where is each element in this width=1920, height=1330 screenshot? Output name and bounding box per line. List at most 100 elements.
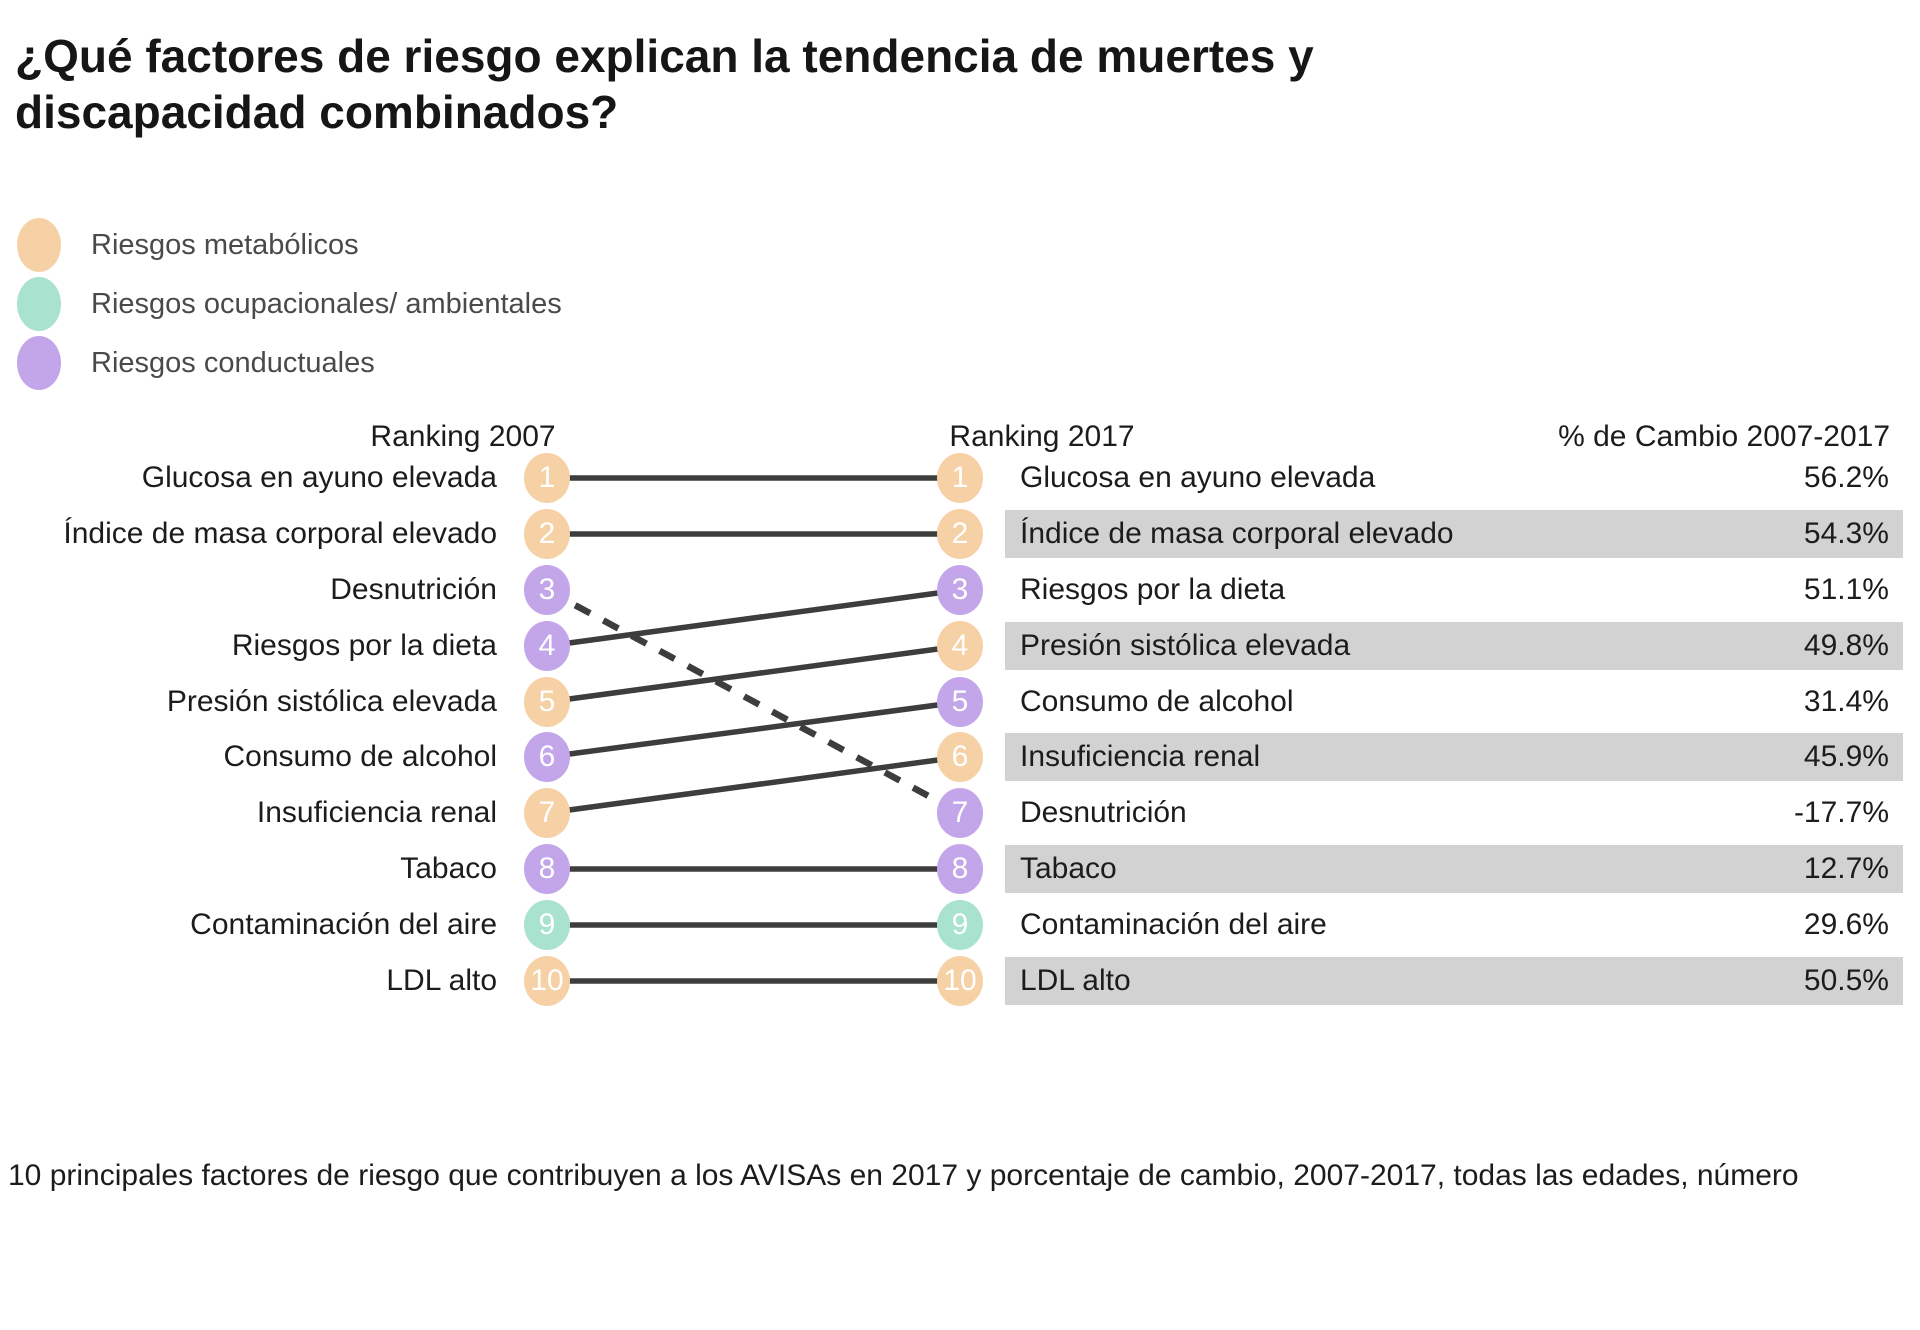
rank-number: 1: [538, 461, 556, 494]
rank-badge-2017-9: 9: [937, 900, 983, 950]
label-2007-rank7: Insuficiencia renal: [256, 796, 497, 829]
rank-badge-2007-2: 2: [524, 509, 570, 559]
behavioral-risk-dot-icon: [17, 336, 61, 390]
link-6-to-5: [546, 699, 961, 760]
risk-factor-label: Índice de masa corporal elevado: [1020, 517, 1454, 550]
change-percent: 54.3%: [1803, 517, 1889, 550]
rank-badge-2017-1: 1: [937, 453, 983, 503]
change-percent: 12.7%: [1803, 852, 1889, 885]
rank-badge-2007-9: 9: [524, 900, 570, 950]
rank-number: 4: [538, 629, 556, 662]
rank-number: 6: [951, 740, 969, 773]
rank-number: 2: [538, 517, 556, 550]
rank-number: 6: [538, 740, 556, 773]
environmental-risk-dot-icon: [17, 277, 61, 331]
risk-factor-label: LDL alto: [1020, 964, 1131, 997]
risk-factor-label: Insuficiencia renal: [1020, 740, 1261, 773]
rank-badge-2007-8: 8: [524, 844, 570, 894]
link-3-to-7-dashed: [545, 587, 962, 816]
risk-factor-label: Contaminación del aire: [1020, 908, 1327, 941]
legend: Riesgos metabólicos Riesgos ocupacionale…: [17, 218, 562, 395]
row-2017-rank9: Contaminación del aire 29.6%: [1005, 901, 1903, 949]
rank-badge-2017-4: 4: [937, 621, 983, 671]
change-percent: 51.1%: [1803, 573, 1889, 606]
risk-factor-label: Riesgos por la dieta: [1020, 573, 1286, 606]
rank-number: 9: [538, 908, 556, 941]
row-2017-rank7: Desnutrición -17.7%: [1005, 789, 1903, 837]
rank-badge-2017-6: 6: [937, 732, 983, 782]
rank-badge-2017-5: 5: [937, 677, 983, 727]
link-7-to-6: [546, 754, 961, 816]
column-header-ranking-2017: Ranking 2017: [949, 420, 1135, 453]
row-2017-rank5: Consumo de alcohol 31.4%: [1005, 678, 1903, 726]
rank-badge-2007-5: 5: [524, 677, 570, 727]
label-2007-rank10: LDL alto: [386, 964, 497, 997]
risk-factor-label: Consumo de alcohol: [1020, 685, 1294, 718]
rank-number: 8: [538, 852, 556, 885]
rank-number: 2: [951, 517, 969, 550]
rank-number: 8: [951, 852, 969, 885]
row-2017-rank4: Presión sistólica elevada 49.8%: [1005, 622, 1903, 670]
risk-factor-label: Presión sistólica elevada: [1020, 629, 1351, 662]
legend-item-metabolic: Riesgos metabólicos: [17, 218, 562, 272]
column-header-ranking-2007: Ranking 2007: [370, 420, 556, 453]
change-percent: 31.4%: [1803, 685, 1889, 718]
row-2017-rank10: LDL alto 50.5%: [1005, 957, 1903, 1005]
metabolic-risk-dot-icon: [17, 218, 61, 272]
row-2017-rank6: Insuficiencia renal 45.9%: [1005, 733, 1903, 781]
rank-number: 5: [951, 685, 969, 718]
risk-factor-label: Tabaco: [1020, 852, 1117, 885]
risk-factor-label: Desnutrición: [1020, 796, 1187, 829]
rank-number: 3: [538, 573, 556, 606]
rank-number: 1: [951, 461, 969, 494]
rank-number: 4: [951, 629, 969, 662]
rank-badge-2017-7: 7: [937, 788, 983, 838]
rank-number: 10: [530, 964, 564, 997]
rank-badge-2017-8: 8: [937, 844, 983, 894]
row-2017-rank1: Glucosa en ayuno elevada 56.2%: [1005, 454, 1903, 502]
rank-number: 3: [951, 573, 969, 606]
rank-number: 10: [943, 964, 977, 997]
rank-badge-2007-3: 3: [524, 565, 570, 615]
column-header-percent-change: % de Cambio 2007-2017: [1558, 420, 1890, 453]
legend-item-behavioral: Riesgos conductuales: [17, 336, 562, 390]
page-title: ¿Qué factores de riesgo explican la tend…: [15, 30, 1314, 139]
change-percent: 56.2%: [1803, 461, 1889, 494]
label-2007-rank2: Índice de masa corporal elevado: [63, 517, 497, 550]
rank-badge-2007-1: 1: [524, 453, 570, 503]
rank-badge-2017-3: 3: [937, 565, 983, 615]
label-2007-rank9: Contaminación del aire: [190, 908, 497, 941]
rank-number: 5: [538, 685, 556, 718]
risk-factor-label: Glucosa en ayuno elevada: [1020, 461, 1376, 494]
label-2007-rank8: Tabaco: [400, 852, 497, 885]
rank-number: 9: [951, 908, 969, 941]
label-2007-rank1: Glucosa en ayuno elevada: [141, 461, 497, 494]
change-percent: 29.6%: [1803, 908, 1889, 941]
rank-badge-2007-6: 6: [524, 732, 570, 782]
rank-number: 7: [951, 796, 969, 829]
row-2017-rank8: Tabaco 12.7%: [1005, 845, 1903, 893]
rank-number: 7: [538, 796, 556, 829]
row-2017-rank3: Riesgos por la dieta 51.1%: [1005, 566, 1903, 614]
rank-badge-2007-10: 10: [524, 956, 570, 1006]
chart-caption: 10 principales factores de riesgo que co…: [8, 1159, 1799, 1192]
rank-badge-2007-7: 7: [524, 788, 570, 838]
rank-badge-2007-4: 4: [524, 621, 570, 671]
link-4-to-3: [546, 587, 961, 649]
label-2007-rank3: Desnutrición: [330, 573, 497, 606]
legend-label: Riesgos ocupacionales/ ambientales: [91, 287, 562, 320]
rank-badge-2017-10: 10: [937, 956, 983, 1006]
change-percent: 45.9%: [1803, 740, 1889, 773]
legend-label: Riesgos conductuales: [91, 346, 375, 379]
label-2007-rank6: Consumo de alcohol: [223, 740, 497, 773]
label-2007-rank4: Riesgos por la dieta: [231, 629, 497, 662]
row-2017-rank2: Índice de masa corporal elevado 54.3%: [1005, 510, 1903, 558]
link-5-to-4: [546, 643, 961, 705]
change-percent: 49.8%: [1803, 629, 1889, 662]
label-2007-rank5: Presión sistólica elevada: [166, 685, 497, 718]
legend-label: Riesgos metabólicos: [91, 228, 359, 261]
change-percent: 50.5%: [1803, 964, 1889, 997]
change-percent: -17.7%: [1793, 796, 1889, 829]
rank-badge-2017-2: 2: [937, 509, 983, 559]
